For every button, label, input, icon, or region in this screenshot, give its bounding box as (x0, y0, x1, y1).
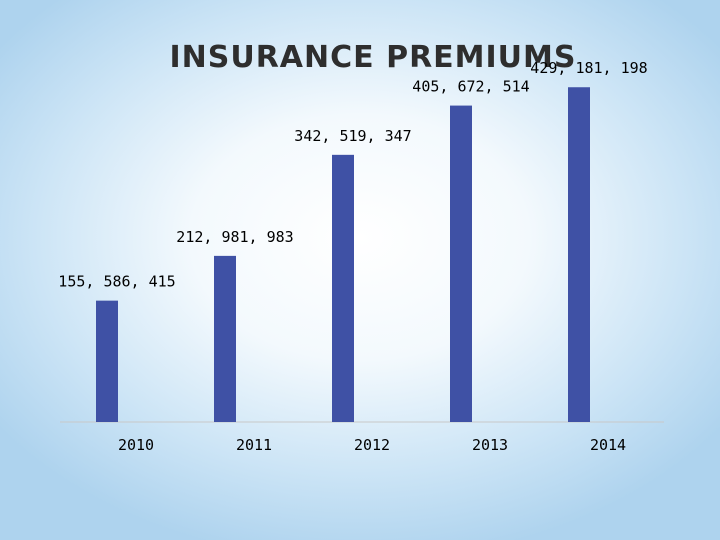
data-label-2014: 429, 181, 198 (530, 59, 647, 77)
x-tick-2010: 2010 (118, 436, 154, 454)
data-label-2013: 405, 672, 514 (412, 78, 529, 96)
data-label-2010: 155, 586, 415 (58, 273, 175, 291)
data-label-2011: 212, 981, 983 (176, 228, 293, 246)
data-labels: 155, 586, 415 212, 981, 983 342, 519, 347 4… (58, 59, 647, 290)
data-label-2012: 342, 519, 347 (294, 127, 411, 145)
x-tick-2013: 2013 (472, 436, 508, 454)
x-tick-2011: 2011 (236, 436, 272, 454)
chart-title: INSURANCE PREMIUMS (169, 40, 577, 75)
bar-2011 (214, 255, 236, 422)
x-tick-2012: 2012 (354, 436, 390, 454)
x-tick-2014: 2014 (590, 436, 626, 454)
bar-2012 (332, 154, 354, 423)
bar-2014 (568, 87, 590, 423)
x-tick-labels: 2010 2011 2012 2013 2014 (118, 436, 626, 454)
bar-series (96, 87, 590, 423)
bar-2013 (450, 105, 472, 422)
bar-2010 (96, 300, 118, 422)
